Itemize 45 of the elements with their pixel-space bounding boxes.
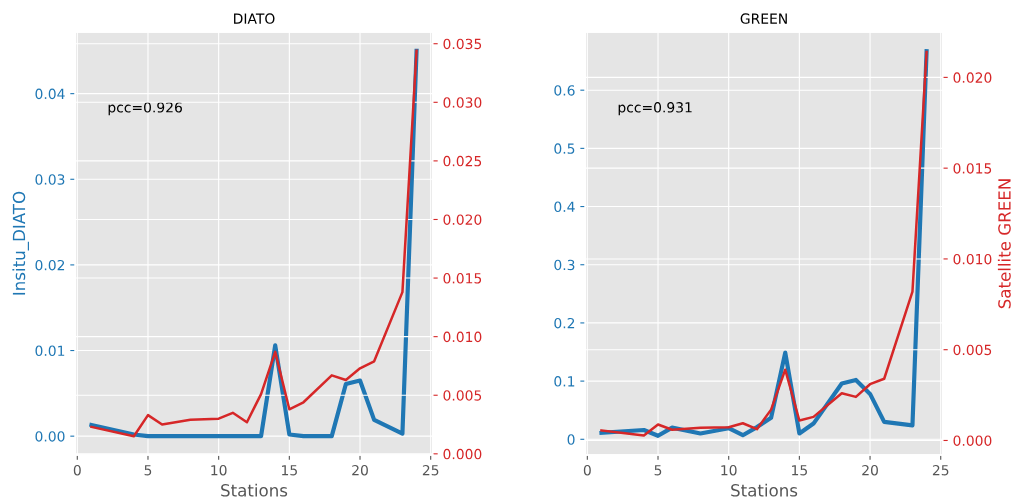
y2-tick-label: 0.035: [443, 38, 482, 50]
y2-tick-label: 0.020: [443, 214, 482, 225]
y-axis-title: Insitu_DIATO: [12, 191, 29, 295]
x-tick-label: 5: [144, 465, 152, 476]
x-tick-label: 20: [352, 464, 368, 476]
y2-tick-label: 0.025: [443, 155, 482, 167]
y-tick-label: 0: [567, 434, 575, 445]
y2-tick-label: 0.005: [443, 390, 482, 401]
y2-tick-label: 0.005: [953, 344, 992, 356]
x-tick-label: 5: [654, 465, 662, 476]
chart-title: GREEN: [740, 13, 787, 24]
y-tick-label: 0.01: [35, 345, 65, 357]
y2-tick-label: 0.000: [443, 448, 482, 460]
y-tick-label: 0.00: [35, 431, 65, 442]
annotation: pcc=0.931: [618, 102, 692, 116]
x-tick-label: 15: [282, 465, 297, 476]
y-tick-label: 0.4: [554, 201, 575, 213]
chart-title: DIATO: [234, 13, 275, 24]
y2-tick-label: 0.010: [443, 331, 482, 343]
x-tick-label: 0: [583, 464, 591, 476]
y-tick-label: 0.3: [554, 259, 575, 271]
y-tick-label: 0.03: [35, 174, 65, 185]
y-tick-label: 0.1: [554, 376, 575, 387]
annotation: pcc=0.926: [108, 102, 182, 116]
x-tick-label: 0: [73, 464, 81, 476]
y-tick-label: 0.6: [554, 85, 575, 96]
y2-axis-title: Satellite GREEN: [997, 179, 1011, 309]
y2-tick-label: 0.015: [443, 273, 482, 284]
x-tick-label: 15: [792, 465, 807, 476]
x-tick-label: 25: [932, 464, 949, 476]
x-axis-title: Stations: [221, 483, 288, 497]
x-tick-label: 25: [422, 464, 439, 476]
y-tick-label: 0.02: [35, 259, 65, 271]
y2-tick-label: 0.000: [953, 435, 992, 446]
y-tick-label: 0.5: [554, 143, 575, 154]
y2-tick-label: 0.015: [953, 163, 992, 174]
y2-tick-label: 0.030: [443, 97, 482, 108]
y2-tick-label: 0.020: [953, 72, 992, 83]
y-tick-label: 0.2: [554, 317, 575, 329]
y2-tick-label: 0.010: [953, 253, 992, 265]
x-axis-title: Stations: [731, 483, 798, 497]
x-tick-label: 20: [862, 464, 878, 476]
x-tick-label: 10: [721, 464, 737, 476]
x-tick-label: 10: [211, 464, 227, 476]
y-tick-label: 0.04: [35, 88, 65, 100]
